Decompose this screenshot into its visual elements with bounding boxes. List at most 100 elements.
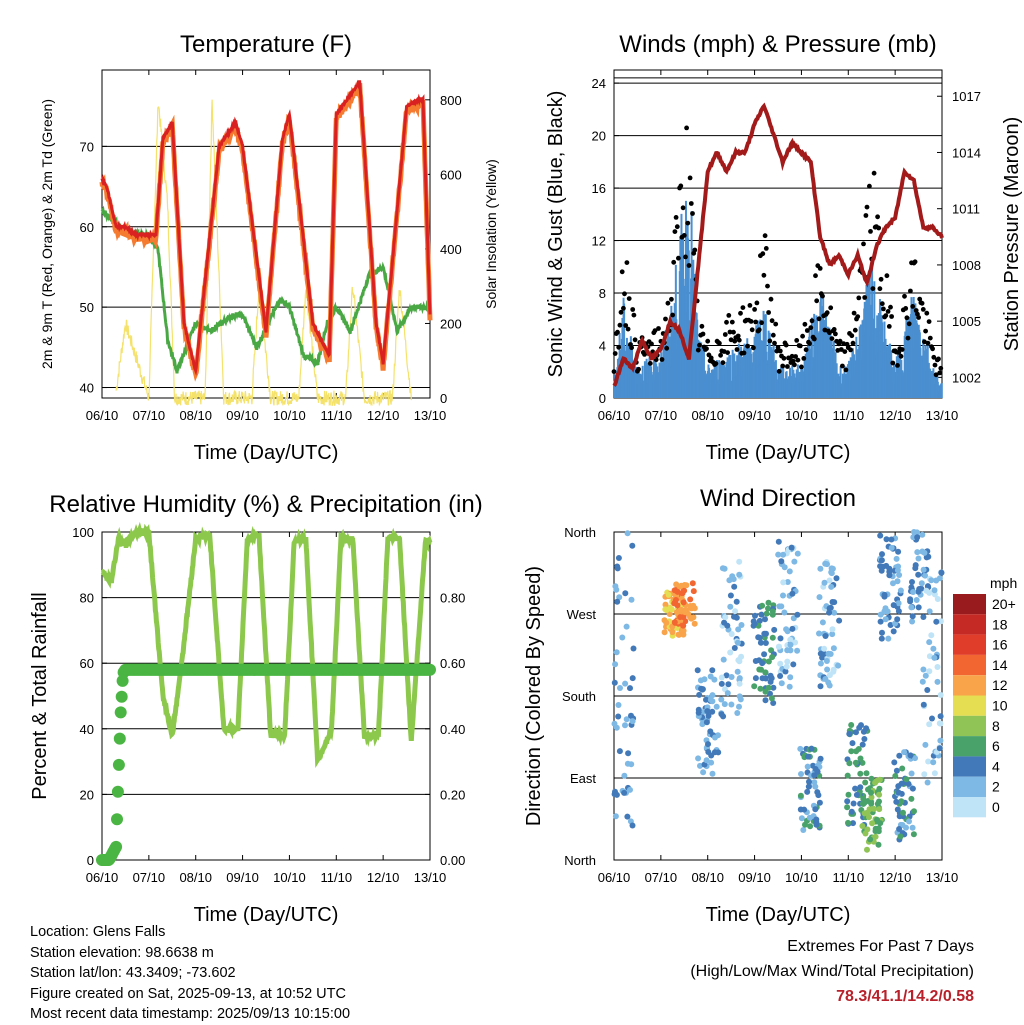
direction-point — [769, 634, 776, 641]
gust-point — [678, 183, 684, 189]
direction-point — [758, 611, 765, 618]
gust-point — [889, 314, 894, 319]
gust-point — [663, 316, 668, 322]
direction-point — [920, 566, 927, 573]
direction-point — [727, 603, 734, 610]
gust-point — [625, 326, 631, 332]
direction-point — [782, 668, 789, 675]
direction-point — [798, 771, 804, 777]
direction-point — [830, 666, 837, 673]
x-tick-label: 12/10 — [367, 870, 400, 885]
gust-point — [697, 342, 702, 348]
gust-point — [799, 364, 804, 370]
gust-point — [735, 333, 741, 339]
gust-point — [936, 356, 941, 362]
direction-point — [849, 740, 856, 747]
direction-point — [867, 836, 874, 843]
direction-point — [696, 691, 703, 698]
direction-point — [797, 792, 804, 799]
direction-point — [896, 572, 903, 578]
x-tick-label: 11/10 — [832, 870, 864, 885]
direction-point — [894, 616, 901, 623]
y2-tick-label: 1008 — [952, 258, 981, 273]
direction-point — [903, 824, 909, 831]
x-tick-label: 08/10 — [691, 870, 724, 885]
direction-point — [915, 604, 922, 611]
extremes-values: 78.3/41.1/14.2/0.58 — [836, 988, 974, 1005]
direction-point — [845, 791, 852, 798]
gust-point — [828, 305, 834, 311]
legend-title: mph — [990, 575, 1017, 591]
direction-point — [612, 583, 619, 590]
x-tick-label: 07/10 — [133, 870, 166, 885]
gust-point — [745, 343, 750, 349]
direction-point — [878, 557, 885, 564]
direction-point — [844, 804, 851, 811]
direction-point — [734, 710, 741, 716]
direction-point — [763, 610, 770, 617]
direction-point — [674, 588, 681, 595]
direction-point — [846, 760, 853, 767]
direction-point — [709, 667, 716, 674]
direction-point — [825, 650, 832, 657]
legend-label: 12 — [992, 677, 1008, 693]
direction-point — [728, 674, 735, 680]
gust-point — [785, 364, 790, 369]
direction-point — [886, 565, 893, 572]
gust-point — [808, 325, 814, 331]
gust-point — [898, 353, 904, 359]
gust-point — [813, 273, 818, 279]
direction-point — [736, 658, 743, 665]
x-tick-label: 06/10 — [598, 870, 631, 885]
direction-point — [787, 674, 794, 681]
direction-point — [762, 616, 768, 623]
direction-point — [923, 554, 930, 561]
x-tick-label: 13/10 — [414, 408, 447, 423]
direction-point — [663, 619, 670, 626]
gust-point — [659, 357, 665, 362]
direction-point — [819, 619, 826, 626]
x-tick-label: 09/10 — [226, 870, 259, 885]
direction-point — [823, 658, 830, 664]
direction-point — [894, 806, 901, 813]
direction-point — [937, 713, 944, 720]
gust-point — [616, 344, 622, 350]
series-wind-direction — [611, 529, 945, 853]
gust-point — [736, 337, 742, 343]
gust-point — [868, 229, 873, 234]
direction-point — [765, 605, 771, 612]
gust-point — [843, 367, 849, 373]
direction-point — [893, 555, 900, 562]
direction-point — [833, 575, 840, 582]
gust-point — [699, 323, 705, 329]
gust-point — [749, 327, 755, 333]
direction-point — [924, 687, 931, 693]
direction-point — [768, 695, 775, 702]
y2-tick-label: 1002 — [952, 370, 981, 385]
direction-point — [850, 800, 857, 807]
direction-point — [690, 602, 697, 609]
y-tick-label: 20 — [592, 129, 606, 144]
gust-point — [731, 329, 736, 335]
direction-point — [920, 666, 927, 673]
gust-point — [748, 319, 754, 324]
direction-point — [909, 618, 916, 625]
direction-point — [791, 558, 798, 565]
direction-point — [828, 565, 835, 572]
direction-point — [728, 701, 735, 708]
direction-point — [775, 538, 782, 545]
direction-point — [934, 664, 941, 670]
gust-point — [849, 333, 855, 339]
direction-point — [807, 823, 814, 830]
direction-point — [829, 631, 836, 638]
direction-point — [625, 750, 632, 757]
winds-pressure-panel: Winds (mph) & Pressure (mb) Time (Day/UTC… — [545, 31, 1023, 464]
y2-tick-label: 600 — [440, 167, 462, 182]
direction-point — [713, 703, 720, 710]
direction-point — [733, 598, 740, 605]
x-tick-label: 10/10 — [273, 408, 306, 423]
direction-point — [662, 601, 669, 608]
direction-point — [914, 529, 920, 536]
extremes-subtitle: (High/Low/Max Wind/Total Precipitation) — [690, 963, 974, 980]
gust-point — [837, 338, 843, 344]
